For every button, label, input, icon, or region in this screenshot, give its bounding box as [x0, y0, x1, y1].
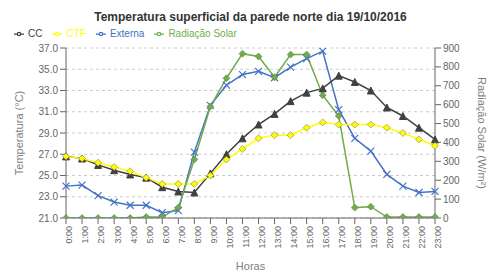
svg-text:15:00: 15:00 [305, 226, 315, 249]
svg-text:12:00: 12:00 [257, 226, 267, 249]
svg-text:29.0: 29.0 [39, 128, 59, 139]
svg-text:5:00: 5:00 [145, 226, 155, 244]
svg-text:500: 500 [443, 118, 460, 129]
html-text:CC: CC [28, 28, 43, 39]
svg-text:18:00: 18:00 [353, 226, 363, 249]
svg-text:21.0: 21.0 [39, 213, 59, 224]
svg-text:Radiação Solar (W/m²): Radiação Solar (W/m²) [476, 77, 488, 189]
svg-text:4:00: 4:00 [129, 226, 139, 244]
svg-text:13:00: 13:00 [273, 226, 283, 249]
svg-text:31.0: 31.0 [39, 106, 59, 117]
svg-text:0:00: 0:00 [64, 226, 74, 244]
svg-text:37.0: 37.0 [39, 43, 59, 54]
svg-text:2:00: 2:00 [96, 226, 106, 244]
svg-text:Temperatura (°C): Temperatura (°C) [13, 91, 25, 175]
svg-text:8:00: 8:00 [193, 226, 203, 244]
svg-text:33.0: 33.0 [39, 85, 59, 96]
html-text:Temperatura superficial da par: Temperatura superficial da parede norte … [94, 10, 407, 24]
html-text:Externa: Externa [109, 28, 145, 39]
svg-text:700: 700 [443, 80, 460, 91]
svg-text:400: 400 [443, 137, 460, 148]
svg-text:1:00: 1:00 [80, 226, 90, 244]
svg-text:25.0: 25.0 [39, 170, 59, 181]
svg-text:23:00: 23:00 [433, 226, 443, 249]
svg-text:0: 0 [443, 213, 449, 224]
svg-text:6:00: 6:00 [161, 226, 171, 244]
svg-text:35.0: 35.0 [39, 64, 59, 75]
svg-text:27.0: 27.0 [39, 149, 59, 160]
svg-text:3:00: 3:00 [113, 226, 123, 244]
svg-text:23.0: 23.0 [39, 191, 59, 202]
svg-text:7:00: 7:00 [177, 226, 187, 244]
svg-text:20:00: 20:00 [385, 226, 395, 249]
svg-text:22:00: 22:00 [417, 226, 427, 249]
svg-text:600: 600 [443, 99, 460, 110]
svg-text:17:00: 17:00 [337, 226, 347, 249]
svg-text:300: 300 [443, 156, 460, 167]
html-text:Radiação Solar: Radiação Solar [168, 28, 237, 39]
svg-text:200: 200 [443, 175, 460, 186]
svg-text:19:00: 19:00 [369, 226, 379, 249]
svg-text:100: 100 [443, 194, 460, 205]
svg-text:900: 900 [443, 43, 460, 54]
svg-text:11:00: 11:00 [241, 226, 251, 248]
svg-text:14:00: 14:00 [289, 226, 299, 249]
svg-text:16:00: 16:00 [321, 226, 331, 249]
html-text:CTF: CTF [66, 28, 86, 39]
svg-text:9:00: 9:00 [209, 226, 219, 244]
svg-text:Horas: Horas [236, 260, 266, 272]
svg-text:10:00: 10:00 [225, 226, 235, 249]
svg-text:800: 800 [443, 61, 460, 72]
svg-text:21:00: 21:00 [401, 226, 411, 249]
